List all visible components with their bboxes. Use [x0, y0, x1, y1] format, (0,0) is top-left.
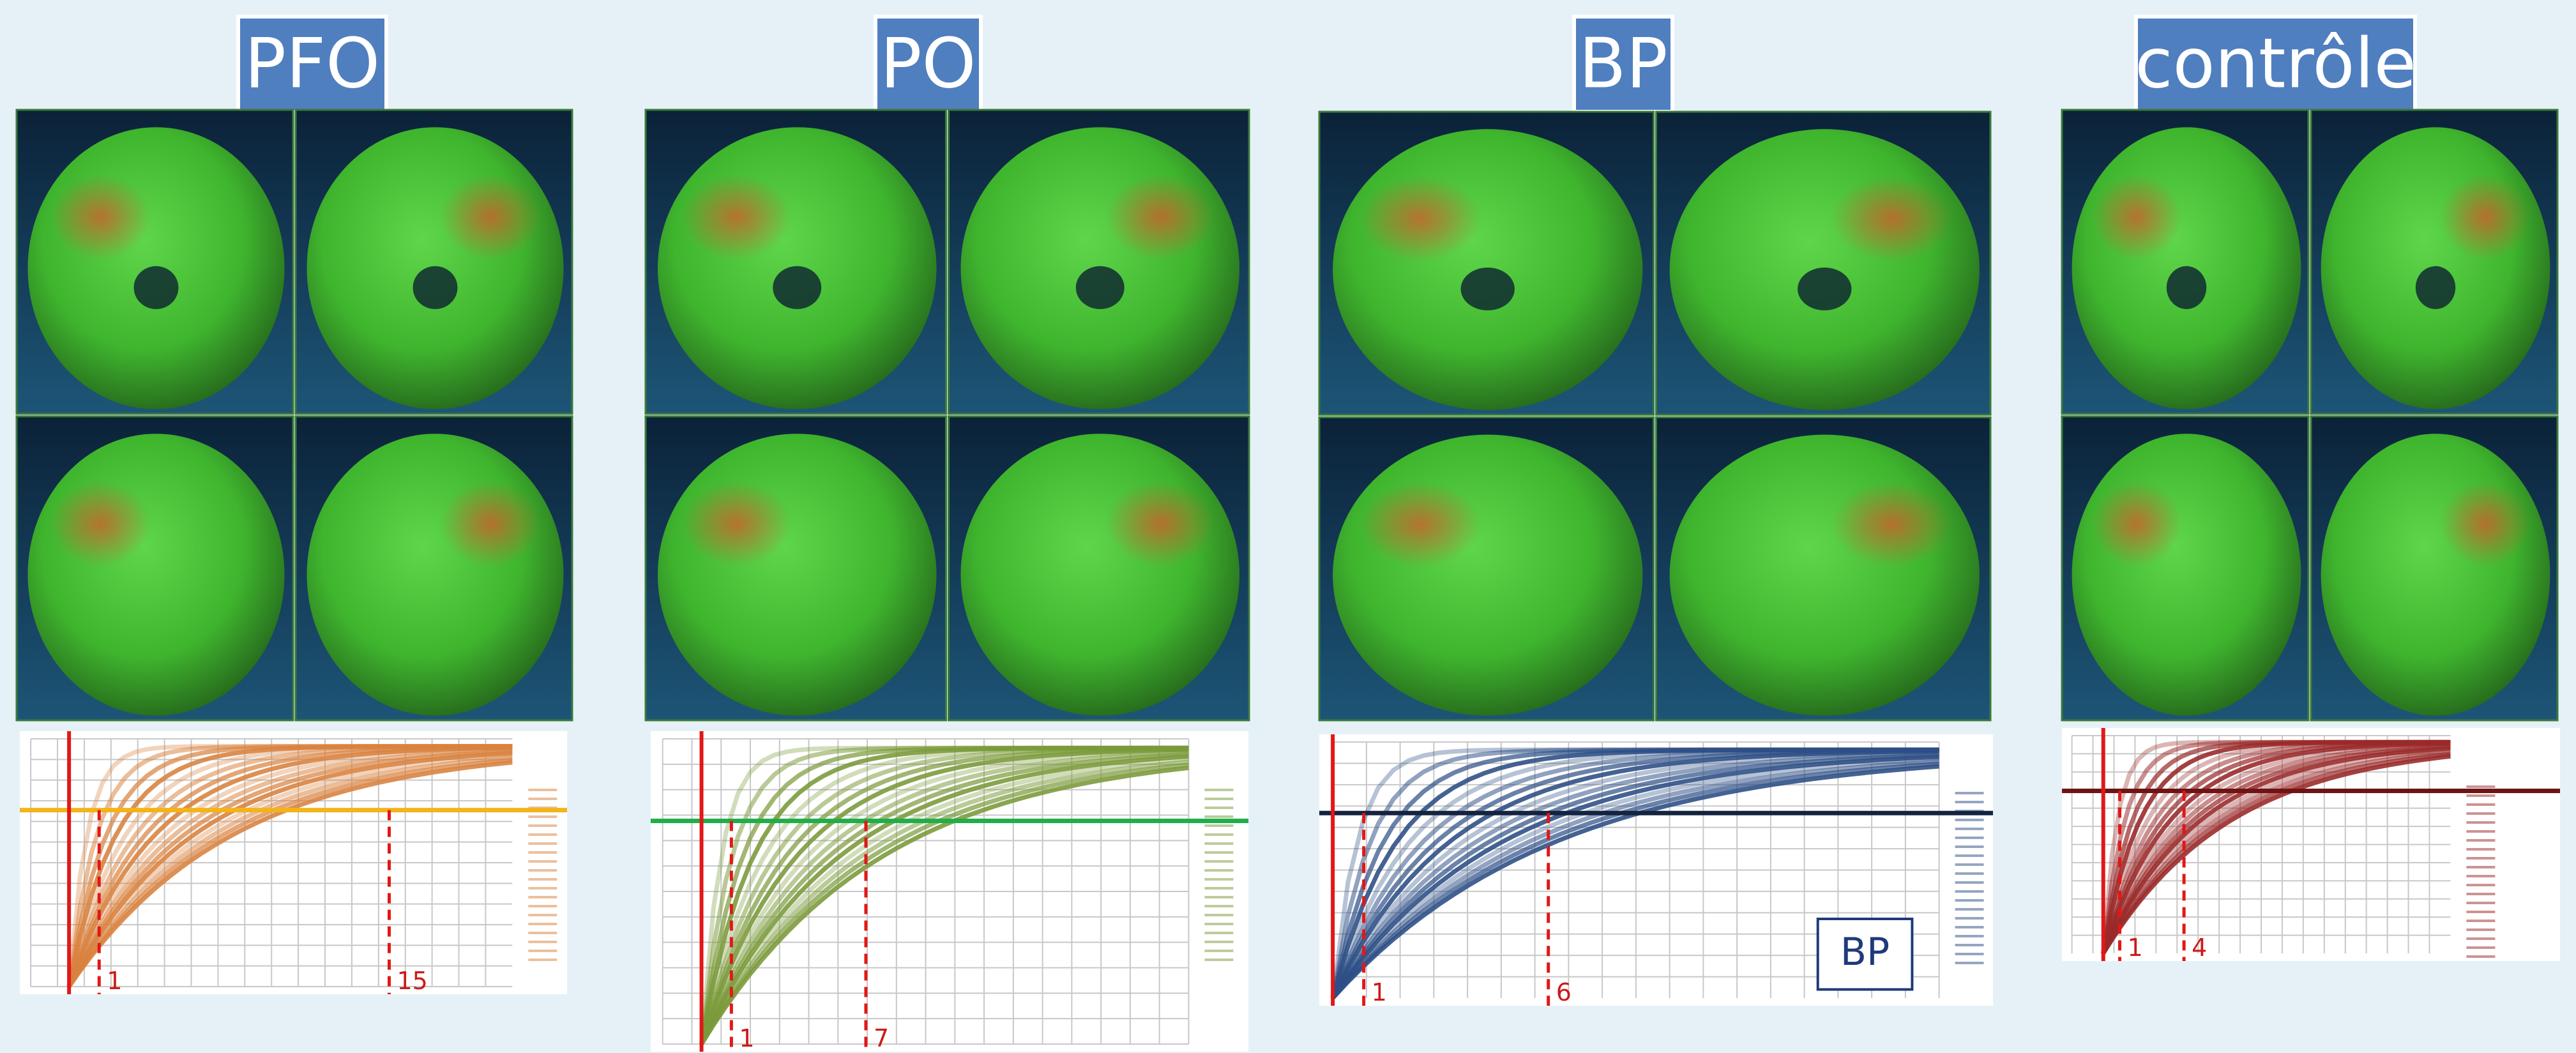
marker-label: 1 [1372, 978, 1387, 1006]
skull-shade [1831, 481, 1953, 567]
figure: PFO 1 15 PO 1 7 BP 1 6 BP contrôle 1 4 [0, 0, 2576, 1053]
skull-hole [2167, 266, 2206, 309]
panel-title: contrôle [2135, 24, 2416, 103]
skull-render [2072, 434, 2301, 716]
marker-label: 1 [2127, 934, 2142, 962]
panel-title: PFO [245, 24, 380, 103]
skull-render [1670, 435, 1980, 716]
skull-shade [441, 174, 541, 260]
skull-render [658, 434, 937, 716]
skull-hole [413, 266, 458, 309]
skull-render [27, 434, 284, 716]
skull-shade [50, 174, 150, 260]
skull-render [960, 434, 1239, 716]
marker-label: 15 [397, 967, 427, 995]
marker-label: 4 [2192, 934, 2207, 962]
page: {"panels": [ {"title": "PFO", "color": "… [0, 0, 2576, 1053]
skull-shade [682, 481, 791, 566]
skull-shade [1106, 481, 1215, 566]
marker-label: 1 [107, 967, 122, 995]
skull-shade [50, 481, 150, 566]
skull-shade [2092, 174, 2181, 260]
skull-shade [1360, 176, 1481, 261]
marker-label: 1 [739, 1024, 754, 1052]
skull-hole [1076, 266, 1125, 309]
skull-shade [682, 174, 791, 260]
skull-shade [2441, 174, 2530, 260]
skull-hole [134, 266, 179, 309]
skull-shade [1360, 481, 1481, 567]
chart-label: BP [1840, 930, 1890, 974]
skull-shade [2441, 481, 2530, 566]
skull-shade [1831, 176, 1953, 261]
skull-hole [1461, 268, 1515, 310]
panel-title: PO [880, 24, 976, 103]
marker-label: 6 [1556, 978, 1572, 1006]
skull-shade [441, 481, 541, 566]
skull-render [2321, 434, 2550, 716]
skull-shade [2092, 481, 2181, 566]
skull-hole [2416, 266, 2455, 309]
skull-render [1333, 435, 1642, 716]
skull-hole [773, 266, 821, 309]
marker-label: 7 [874, 1024, 889, 1052]
skull-shade [1106, 174, 1215, 260]
panel-title: BP [1579, 24, 1667, 103]
skull-render [307, 434, 563, 716]
skull-hole [1798, 268, 1851, 310]
